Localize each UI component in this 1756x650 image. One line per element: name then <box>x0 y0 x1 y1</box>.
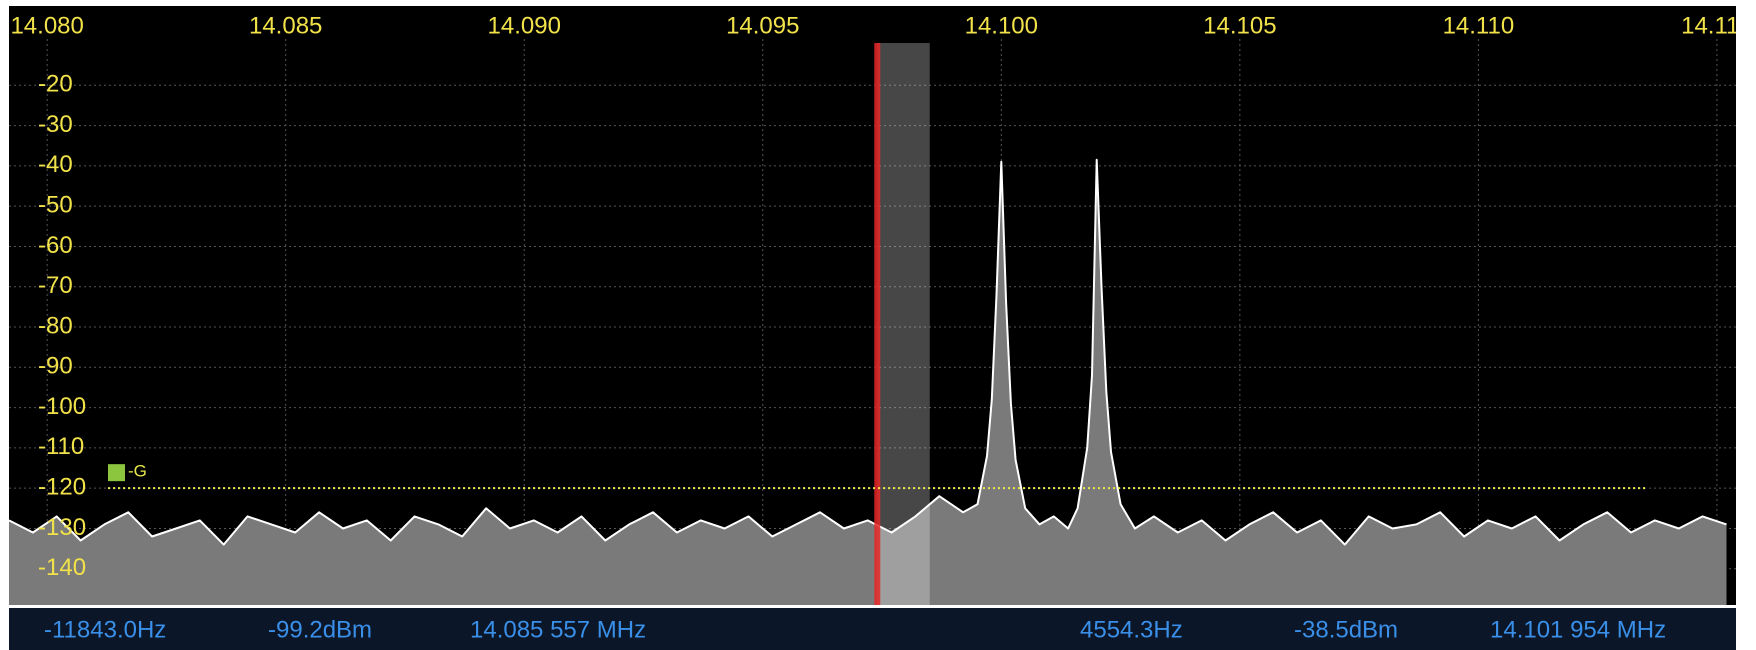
y-tick-label: -90 <box>38 353 73 380</box>
x-tick-label: 14.085 <box>249 12 322 39</box>
x-tick-label: 14.080 <box>10 12 83 39</box>
y-tick-label: -110 <box>38 433 84 460</box>
squelch-label: -G <box>128 462 147 481</box>
plot: 14.080 14.085 14.090 14.095 14.100 14.105 14.1… <box>9 12 1753 605</box>
status-bar <box>9 608 1736 650</box>
status-peak-frequency: 14.101 954 MHz <box>1490 616 1666 643</box>
y-tick-label: -130 <box>38 514 86 541</box>
spectrum-fill <box>9 159 1727 605</box>
status-peak-offset: 4554.3Hz <box>1080 616 1183 643</box>
squelch-handle <box>108 464 125 482</box>
y-tick-label: -140 <box>38 554 86 581</box>
plot-background <box>9 6 1736 605</box>
y-tick-label: -50 <box>38 191 73 218</box>
x-tick-label: 14.115 <box>1681 12 1753 39</box>
y-tick-label: -120 <box>38 474 86 501</box>
y-tick-label: -40 <box>38 151 73 178</box>
tuning-marker <box>874 43 881 605</box>
y-tick-label: -20 <box>38 71 73 98</box>
status-frequency: 14.085 557 MHz <box>470 616 646 643</box>
x-tick-label: 14.100 <box>965 12 1038 39</box>
x-tick-label: 14.105 <box>1203 12 1276 39</box>
y-tick-label: -100 <box>38 393 86 420</box>
spectrum-trace <box>9 158 1727 546</box>
x-tick-label: 14.110 <box>1443 12 1515 39</box>
y-tick-label: -60 <box>38 232 73 259</box>
status-peak-level: -38.5dBm <box>1294 616 1398 643</box>
x-tick-label: 14.090 <box>488 12 561 39</box>
y-tick-label: -80 <box>38 312 73 339</box>
status-offset: -11843.0Hz <box>44 616 166 643</box>
status-level: -99.2dBm <box>268 616 372 643</box>
passband <box>877 43 930 605</box>
y-tick-label: -30 <box>38 111 73 138</box>
x-tick-label: 14.095 <box>726 12 799 39</box>
y-tick-label: -70 <box>38 272 73 299</box>
